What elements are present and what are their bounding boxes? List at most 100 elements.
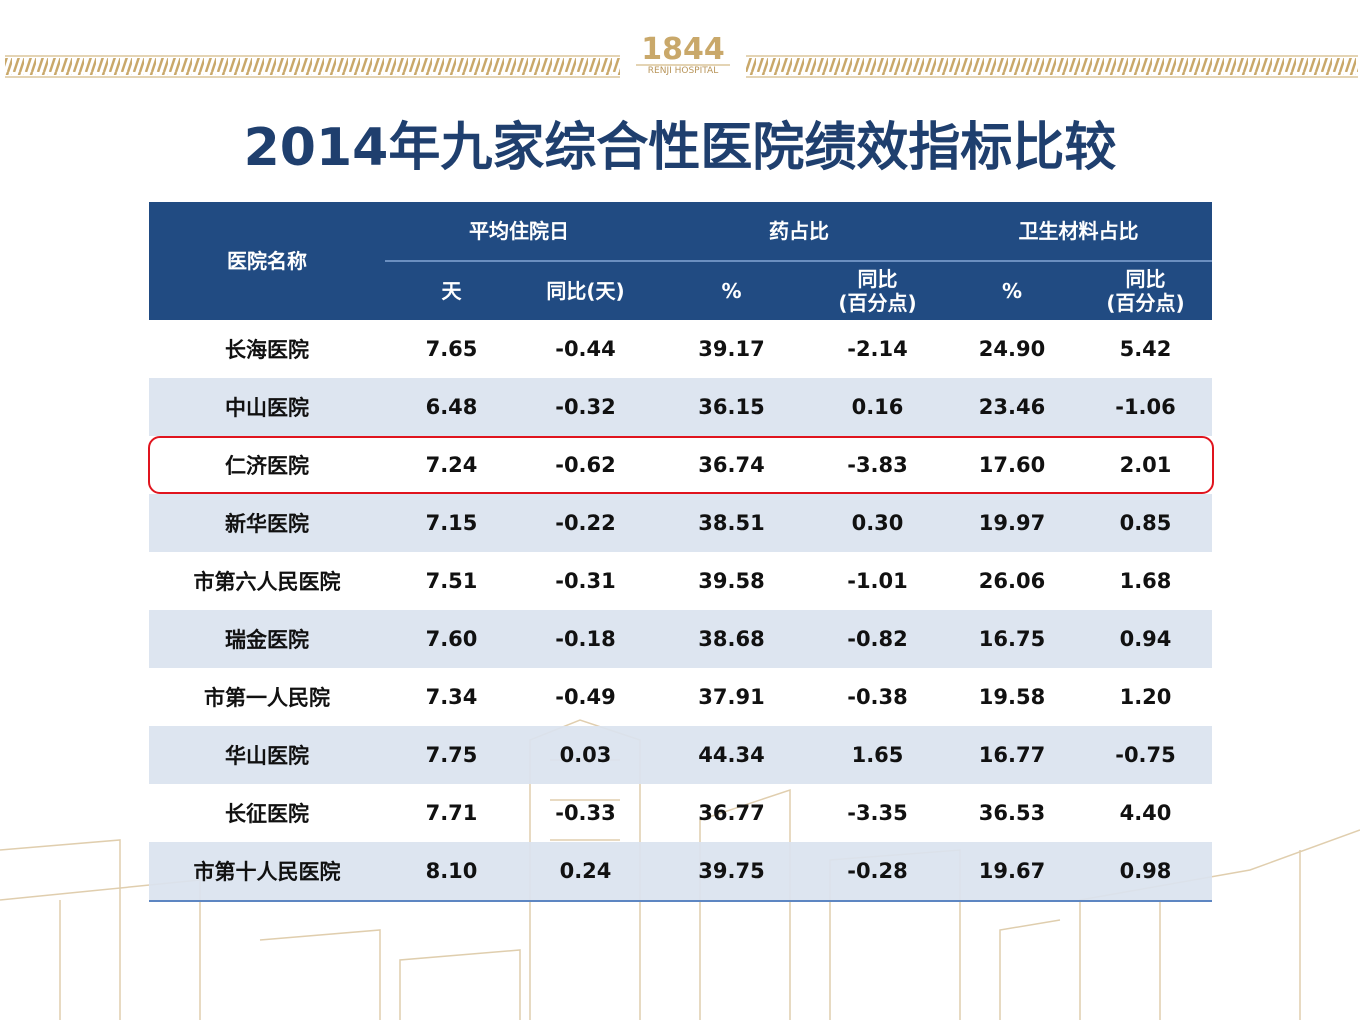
- cell-value: 39.75: [653, 842, 810, 902]
- group-header: 平均住院日: [385, 202, 653, 261]
- table-row: 新华医院 7.15 -0.22 38.51 0.30 19.97 0.85: [149, 494, 1212, 552]
- table-row: 长海医院 7.65 -0.44 39.17 -2.14 24.90 5.42: [149, 320, 1212, 378]
- cell-value: 1.65: [810, 726, 945, 784]
- table-row: 市第一人民院 7.34 -0.49 37.91 -0.38 19.58 1.20: [149, 668, 1212, 726]
- cell-value: 7.60: [385, 610, 518, 668]
- hospital-name: 瑞金医院: [149, 610, 385, 668]
- cell-value: 0.03: [518, 726, 653, 784]
- sub-header: 天: [385, 260, 518, 320]
- cell-value: 24.90: [978, 337, 1046, 361]
- cell-value: 0.98: [1079, 842, 1212, 902]
- cell-value: -3.83: [847, 453, 908, 477]
- sub-header: %: [653, 260, 810, 320]
- hospital-name: 市第六人民医院: [193, 570, 341, 594]
- title: 2014年九家综合性医院绩效指标比较: [243, 118, 1117, 178]
- cell-value: 0.24: [518, 842, 653, 902]
- cell-value: 7.75: [385, 726, 518, 784]
- group-header: 医院名称: [149, 202, 385, 320]
- cell-value: 6.48: [385, 378, 518, 436]
- highlight-box: [148, 436, 1214, 494]
- table-header: 医院名称 平均住院日 药占比 卫生材料占比天同比(天)% 同比 (百分点)% 同比 (百分…: [149, 202, 1212, 320]
- hospital-name: 新华医院: [149, 494, 385, 552]
- sub-header: %: [945, 260, 1079, 320]
- cell-value: -0.32: [518, 378, 653, 436]
- table-row: 长征医院 7.71 -0.33 36.77 -3.35 36.53 4.40: [149, 784, 1212, 842]
- cell-value: -3.35: [847, 801, 908, 825]
- cell-value: 7.24: [425, 453, 478, 477]
- cell-value: -0.31: [555, 569, 616, 593]
- table-row: 市第十人民医院 8.10 0.24 39.75 -0.28 19.67 0.98: [149, 842, 1212, 902]
- cell-value: -0.75: [1079, 726, 1212, 784]
- header-row: 天同比(天)% 同比 (百分点)% 同比 (百分点): [149, 260, 1212, 320]
- cell-value: -0.82: [810, 610, 945, 668]
- cell-value: 37.91: [698, 685, 765, 709]
- hospital-name: 市第一人民院: [204, 686, 330, 710]
- cell-value: 4.40: [1119, 801, 1172, 825]
- cell-value: 0.94: [1079, 610, 1212, 668]
- logo-name: RENJI HOSPITAL: [647, 66, 719, 76]
- cell-value: 5.42: [1119, 337, 1172, 361]
- cell-value: 0.85: [1079, 494, 1212, 552]
- cell-value: 19.67: [945, 842, 1079, 902]
- cell-value: -0.28: [810, 842, 945, 902]
- cell-value: 36.15: [653, 378, 810, 436]
- cell-value: -0.18: [518, 610, 653, 668]
- hospital-name: 中山医院: [149, 378, 385, 436]
- header-row: 医院名称 平均住院日 药占比 卫生材料占比: [149, 202, 1212, 320]
- cell-value: 36.74: [698, 453, 765, 477]
- cell-value: 8.10: [385, 842, 518, 902]
- cell-value: 7.34: [425, 685, 478, 709]
- hospital-name: 长征医院: [225, 802, 309, 826]
- cell-value: 36.77: [698, 801, 765, 825]
- table-row: 华山医院 7.75 0.03 44.34 1.65 16.77 -0.75: [149, 726, 1212, 784]
- cell-value: 7.65: [425, 337, 478, 361]
- cell-value: -1.06: [1079, 378, 1212, 436]
- table-row: 瑞金医院 7.60 -0.18 38.68 -0.82 16.75 0.94: [149, 610, 1212, 668]
- cell-value: 38.51: [653, 494, 810, 552]
- cell-value: 2.01: [1119, 453, 1172, 477]
- sub-header: 同比 (百分点): [1079, 260, 1212, 320]
- table: 医院名称 平均住院日 药占比 卫生材料占比天同比(天)% 同比 (百分点)% 同比 (百分…: [149, 202, 1212, 902]
- cell-value: -0.22: [518, 494, 653, 552]
- table-row: 仁济医院 7.24 -0.62 36.74 -3.83 17.60 2.01: [149, 436, 1212, 494]
- group-header: 药占比: [653, 202, 945, 261]
- cell-value: -0.33: [555, 801, 616, 825]
- cell-value: 7.15: [385, 494, 518, 552]
- cell-value: 0.30: [810, 494, 945, 552]
- table-row: 中山医院 6.48 -0.32 36.15 0.16 23.46 -1.06: [149, 378, 1212, 436]
- cell-value: 39.17: [698, 337, 765, 361]
- sub-header: 同比 (百分点): [810, 260, 945, 320]
- cell-value: 44.34: [653, 726, 810, 784]
- cell-value: 7.51: [425, 569, 478, 593]
- cell-value: 1.20: [1119, 685, 1172, 709]
- hospital-name: 华山医院: [149, 726, 385, 784]
- cell-value: 19.58: [978, 685, 1046, 709]
- cell-value: 16.77: [945, 726, 1079, 784]
- hospital-name: 市第十人民医院: [149, 842, 385, 902]
- cell-value: -2.14: [847, 337, 908, 361]
- cell-value: -0.49: [555, 685, 616, 709]
- cell-value: 23.46: [945, 378, 1079, 436]
- cell-value: 38.68: [653, 610, 810, 668]
- group-header: 卫生材料占比: [945, 202, 1212, 261]
- table-row: 市第六人民医院 7.51 -0.31 39.58 -1.01 26.06 1.68: [149, 552, 1212, 610]
- hospital-name: 仁济医院: [225, 454, 309, 478]
- cell-value: 17.60: [978, 453, 1046, 477]
- cell-value: -0.62: [555, 453, 616, 477]
- cell-value: 26.06: [978, 569, 1046, 593]
- cell-value: -0.44: [555, 337, 616, 361]
- cell-value: 36.53: [978, 801, 1046, 825]
- cell-value: 0.16: [810, 378, 945, 436]
- cell-value: 16.75: [945, 610, 1079, 668]
- cell-value: 19.97: [945, 494, 1079, 552]
- cell-value: 7.71: [425, 801, 478, 825]
- cell-value: 39.58: [698, 569, 765, 593]
- table-body: 长海医院 7.65 -0.44 39.17 -2.14 24.90 5.42 中山医院 6.48…: [149, 320, 1212, 902]
- cell-value: -0.38: [847, 685, 908, 709]
- hospital-name: 长海医院: [225, 338, 309, 362]
- cell-value: 1.68: [1119, 569, 1172, 593]
- cell-value: -1.01: [847, 569, 908, 593]
- sub-header: 同比(天): [518, 260, 653, 320]
- logo-year: 1844: [641, 32, 725, 67]
